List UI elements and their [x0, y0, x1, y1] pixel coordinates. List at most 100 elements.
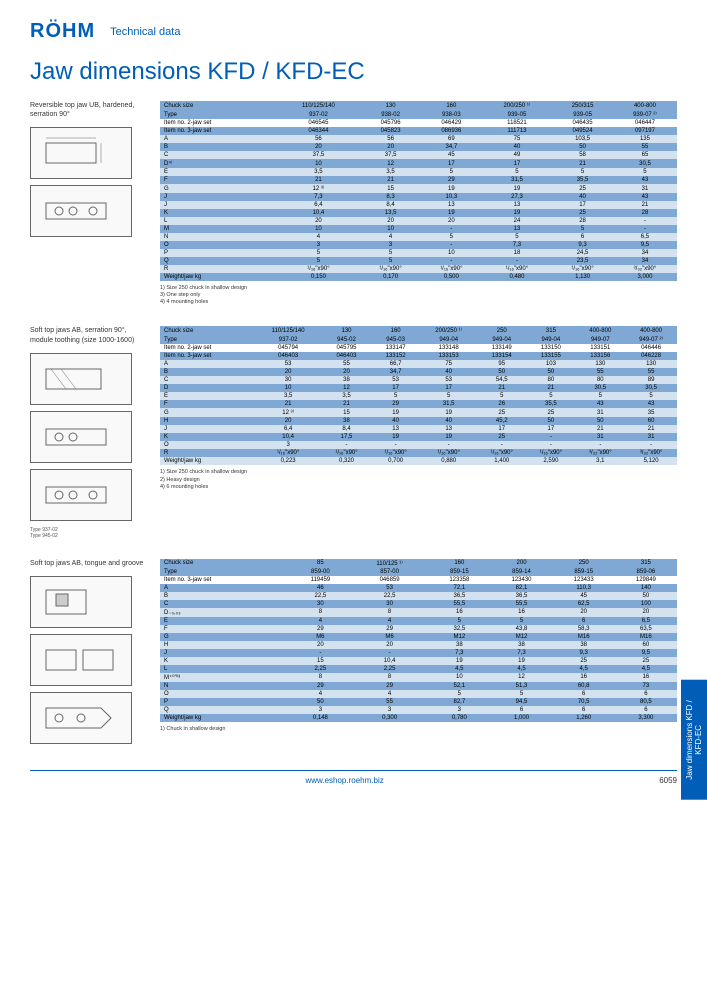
col-header: 250 — [477, 326, 526, 335]
row-label: N — [160, 682, 290, 690]
cell: 046435 — [552, 119, 613, 127]
cell: 8,3 — [360, 193, 421, 201]
col-header: 400-800 — [575, 326, 625, 335]
diagram-2c — [30, 469, 132, 521]
cell: 10,3 — [421, 193, 482, 201]
cell: 140 — [615, 584, 677, 592]
cell: 43 — [575, 400, 625, 408]
cell: 20 — [290, 641, 351, 649]
col-header: 110/125/140 — [277, 101, 361, 110]
row-label: A — [160, 135, 277, 143]
cell: 17 — [421, 159, 482, 168]
cell: 12 — [490, 673, 552, 682]
cell: - — [371, 441, 420, 449]
cell: 30,5 — [613, 159, 677, 168]
cell: 50 — [575, 417, 625, 425]
cell: 20 — [254, 368, 322, 376]
cell: 60,8 — [553, 682, 615, 690]
cell: 35,5 — [552, 176, 613, 184]
cell: 62,5 — [553, 600, 615, 608]
col-header: 250/315 — [552, 101, 613, 110]
cell: 4 — [290, 690, 351, 698]
cell: 52,1 — [428, 682, 490, 690]
cell: 133153 — [420, 352, 477, 360]
cell: 045795 — [322, 344, 371, 352]
cell: 3 — [428, 706, 490, 714]
footer-url[interactable]: www.eshop.roehm.biz — [305, 776, 383, 785]
cell: - — [482, 257, 552, 265]
row-label: K — [160, 657, 290, 665]
cell: 25 — [552, 209, 613, 217]
cell: - — [351, 649, 428, 657]
cell: 10,4 — [351, 657, 428, 665]
cell: 75 — [420, 360, 477, 368]
cell: 13 — [420, 425, 477, 433]
row-label: R — [160, 265, 277, 273]
cell: 110,3 — [553, 584, 615, 592]
row-label: G — [160, 184, 277, 193]
cell: 65 — [613, 151, 677, 159]
cell: 43 — [625, 400, 677, 408]
cell: 046859 — [351, 576, 428, 584]
cell: 4 — [277, 233, 361, 241]
diagram-3c — [30, 692, 132, 744]
col-header: Chuck size — [160, 559, 290, 568]
cell: 12 — [360, 159, 421, 168]
cell: 13 — [421, 201, 482, 209]
cell: 5 — [482, 168, 552, 176]
row-label: F — [160, 400, 254, 408]
cell: 939-05 — [552, 110, 613, 119]
cell: 24 — [482, 217, 552, 225]
row-label: Weight/jaw kg — [160, 273, 277, 281]
cell: 53 — [420, 376, 477, 384]
cell: 4 — [290, 617, 351, 625]
row-label: C — [160, 151, 277, 159]
cell: 1,130 — [552, 273, 613, 281]
cell: 045823 — [360, 127, 421, 135]
cell: 5 — [420, 392, 477, 400]
cell: 859-00 — [290, 568, 351, 576]
cell: 859-14 — [490, 568, 552, 576]
cell: 6 — [553, 706, 615, 714]
cell: 12 — [322, 384, 371, 392]
cell: 66,7 — [371, 360, 420, 368]
cell: 135 — [613, 135, 677, 143]
cell: ¹/₁₆"x90° — [420, 449, 477, 457]
cell: 19 — [420, 408, 477, 417]
cell: 130 — [625, 360, 677, 368]
row-label: M — [160, 225, 277, 233]
cell: 18 — [482, 249, 552, 257]
cell: 133147 — [371, 344, 420, 352]
cell: 58 — [552, 151, 613, 159]
cell: 38 — [490, 641, 552, 649]
cell: 6 — [553, 617, 615, 625]
row-label: P — [160, 249, 277, 257]
cell: 31,5 — [420, 400, 477, 408]
cell: 7,3 — [428, 649, 490, 657]
col-header: Chuck size — [160, 326, 254, 335]
cell: 4 — [351, 690, 428, 698]
cell: 2,25 — [351, 665, 428, 673]
cell: 55 — [351, 698, 428, 706]
cell: 95 — [477, 360, 526, 368]
section-2-label: Soft top jaws AB, serration 90°, module … — [30, 326, 150, 344]
cell: 21 — [277, 176, 361, 184]
row-label: N — [160, 233, 277, 241]
cell: 5 — [490, 690, 552, 698]
row-label: C — [160, 376, 254, 384]
cell: 19 — [428, 657, 490, 665]
cell: 31,5 — [482, 176, 552, 184]
cell: 29 — [290, 682, 351, 690]
cell: 10 — [277, 159, 361, 168]
cell: 40 — [482, 143, 552, 151]
cell: 859-15 — [553, 568, 615, 576]
row-label: H — [160, 641, 290, 649]
cell: 3,5 — [360, 168, 421, 176]
cell: 72,1 — [428, 584, 490, 592]
cell: 17 — [420, 384, 477, 392]
cell: 28 — [613, 209, 677, 217]
cell: 51,3 — [490, 682, 552, 690]
cell: 4 — [351, 617, 428, 625]
row-label: P — [160, 698, 290, 706]
cell: 12 ³⁾ — [254, 408, 322, 417]
